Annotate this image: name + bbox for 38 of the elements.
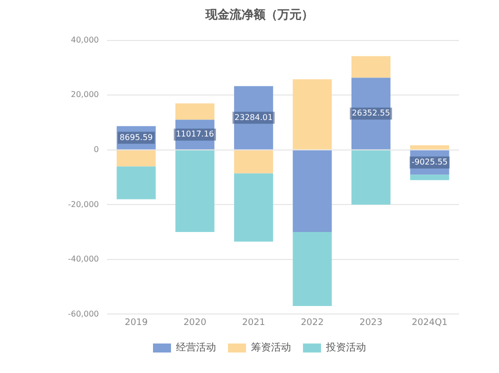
data-label: 11017.16 bbox=[176, 130, 214, 139]
y-tick-label: 0 bbox=[94, 145, 99, 154]
bar bbox=[351, 78, 390, 150]
bar bbox=[116, 126, 156, 150]
bar bbox=[234, 86, 274, 150]
x-tick-label: 2023 bbox=[360, 318, 382, 328]
bar bbox=[116, 166, 156, 200]
data-label: -9025.55 bbox=[412, 158, 448, 167]
bar bbox=[175, 150, 214, 232]
y-tick-label: 20,000 bbox=[70, 90, 99, 100]
x-tick-label: 2019 bbox=[124, 318, 148, 328]
chart-title: 现金流净额（万元） bbox=[204, 7, 314, 22]
data-label: 8695.59 bbox=[120, 132, 153, 142]
x-tick-label: 2021 bbox=[242, 318, 266, 328]
x-tick-label: 2022 bbox=[300, 318, 324, 328]
bar bbox=[410, 145, 450, 150]
bar bbox=[116, 150, 156, 166]
bar bbox=[234, 150, 274, 174]
bar bbox=[351, 150, 390, 205]
legend-label: 投资活动 bbox=[325, 342, 366, 354]
y-tick-label: -40,000 bbox=[68, 254, 99, 264]
data-label: 23284.01 bbox=[234, 112, 273, 122]
bar bbox=[175, 120, 214, 150]
bar bbox=[292, 150, 332, 232]
legend-label: 经营活动 bbox=[176, 342, 216, 354]
bar bbox=[175, 103, 214, 120]
bar bbox=[292, 79, 332, 150]
y-tick-label: 40,000 bbox=[70, 35, 99, 44]
y-tick-label: -60,000 bbox=[68, 309, 99, 318]
bar bbox=[351, 56, 390, 78]
x-tick-label: 2020 bbox=[183, 318, 207, 328]
y-tick-label: -20,000 bbox=[68, 200, 99, 209]
data-label: 26352.55 bbox=[352, 108, 390, 118]
bar bbox=[292, 232, 332, 306]
x-tick-label: 2024Q1 bbox=[412, 318, 448, 328]
bar bbox=[410, 174, 450, 180]
legend-label: 筹资活动 bbox=[251, 342, 291, 354]
bar bbox=[234, 173, 274, 242]
